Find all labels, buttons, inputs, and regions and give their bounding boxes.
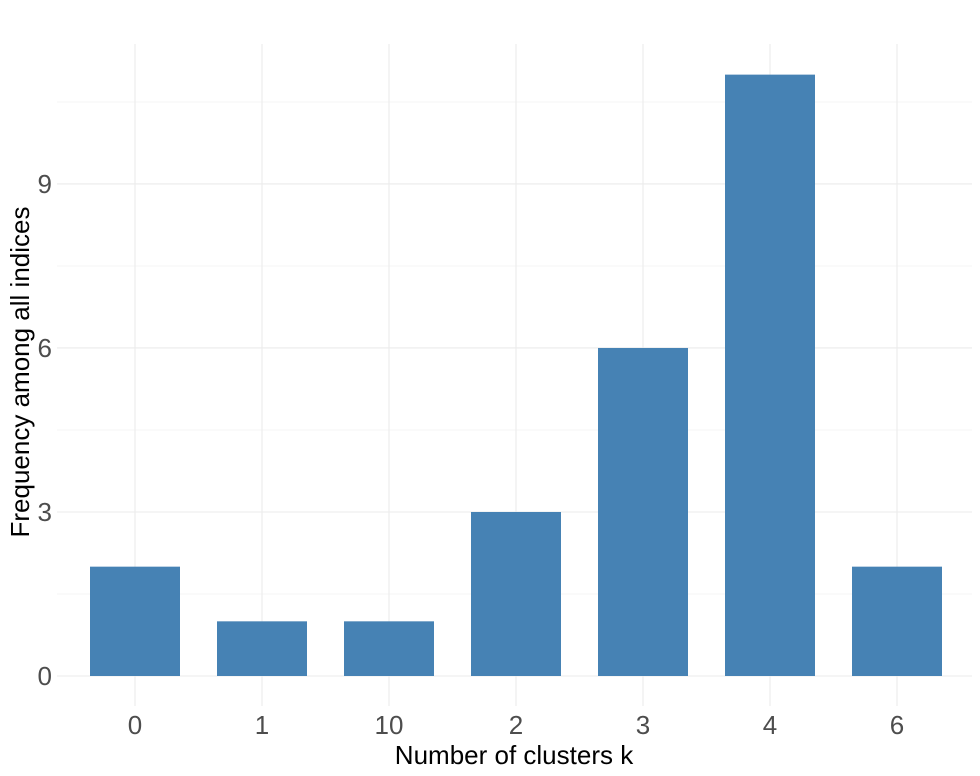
y-tick-label: 0 bbox=[38, 661, 52, 691]
bar-4 bbox=[725, 74, 815, 676]
y-tick-label: 6 bbox=[38, 333, 52, 363]
bar-0 bbox=[90, 566, 180, 676]
x-axis-ticks: 0 1 10 2 3 4 6 bbox=[128, 710, 904, 740]
x-tick-label: 10 bbox=[375, 710, 404, 740]
bar-10 bbox=[344, 621, 434, 676]
y-tick-label: 9 bbox=[38, 169, 52, 199]
bars bbox=[90, 74, 942, 676]
bar-2 bbox=[471, 511, 561, 676]
bar-3 bbox=[598, 347, 688, 676]
y-axis-ticks: 0 3 6 9 bbox=[38, 169, 52, 691]
x-tick-label: 6 bbox=[890, 710, 904, 740]
x-tick-label: 4 bbox=[763, 710, 777, 740]
y-axis-title: Frequency among all indices bbox=[5, 207, 35, 538]
x-tick-label: 2 bbox=[509, 710, 523, 740]
x-tick-label: 3 bbox=[636, 710, 650, 740]
x-tick-label: 0 bbox=[128, 710, 142, 740]
bar-1 bbox=[217, 621, 307, 676]
x-axis-title: Number of clusters k bbox=[395, 740, 634, 770]
bar-6 bbox=[852, 566, 942, 676]
x-tick-label: 1 bbox=[255, 710, 269, 740]
y-tick-label: 3 bbox=[38, 497, 52, 527]
